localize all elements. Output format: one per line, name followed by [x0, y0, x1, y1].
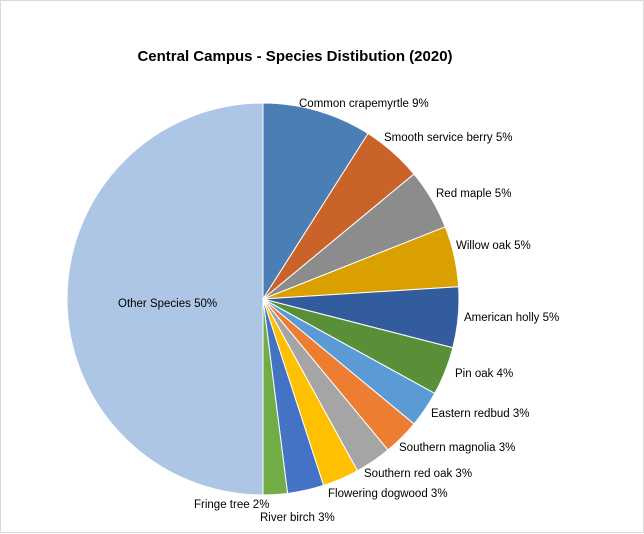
pie-slice-common-crapemyrtle — [262, 102, 369, 301]
pie-label-pin-oak: Pin oak 4% — [455, 368, 513, 380]
pie-label-river-birch: River birch 3% — [260, 512, 335, 524]
pie-label-american-holly: American holly 5% — [464, 312, 559, 324]
pie-slices — [66, 102, 460, 496]
pie-labels: Common crapemyrtle 9% Smooth service berr… — [118, 98, 559, 524]
pie-label-common-crapemyrtle: Common crapemyrtle 9% — [299, 98, 429, 110]
pie-label-flowering-dogwood: Flowering dogwood 3% — [328, 488, 448, 500]
chart-title: Central Campus - Species Distibution (20… — [137, 48, 452, 65]
pie-label-fringe-tree: Fringe tree 2% — [194, 499, 269, 511]
pie-label-southern-magnolia: Southern magnolia 3% — [399, 442, 515, 454]
pie-label-smooth-service-berry: Smooth service berry 5% — [384, 132, 512, 144]
pie-label-eastern-redbud: Eastern redbud 3% — [431, 408, 529, 420]
pie-label-southern-red-oak: Southern red oak 3% — [364, 468, 472, 480]
pie-label-willow-oak: Willow oak 5% — [456, 240, 531, 252]
pie-slice-other-species — [66, 102, 264, 496]
pie-label-other-species: Other Species 50% — [118, 298, 217, 310]
pie-label-red-maple: Red maple 5% — [436, 188, 511, 200]
